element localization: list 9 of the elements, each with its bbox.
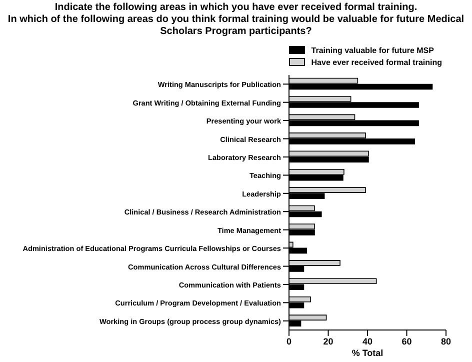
- x-tick-label: 0: [286, 336, 292, 346]
- legend-label: Have ever received formal training: [311, 58, 442, 66]
- x-tick-label: 80: [440, 336, 452, 346]
- x-tick-label: 40: [362, 336, 373, 346]
- legend-label: Training valuable for future MSP: [311, 46, 434, 54]
- chart-title: Indicate the following areas in which you have ever received formal training. In which of the following areas do you think formal training would be valuable for future Medical Scholars Program participants?: [6, 2, 466, 38]
- x-axis-title: % Total: [352, 348, 384, 358]
- x-tick-label: 20: [323, 336, 334, 346]
- x-tick-label: 60: [402, 336, 412, 346]
